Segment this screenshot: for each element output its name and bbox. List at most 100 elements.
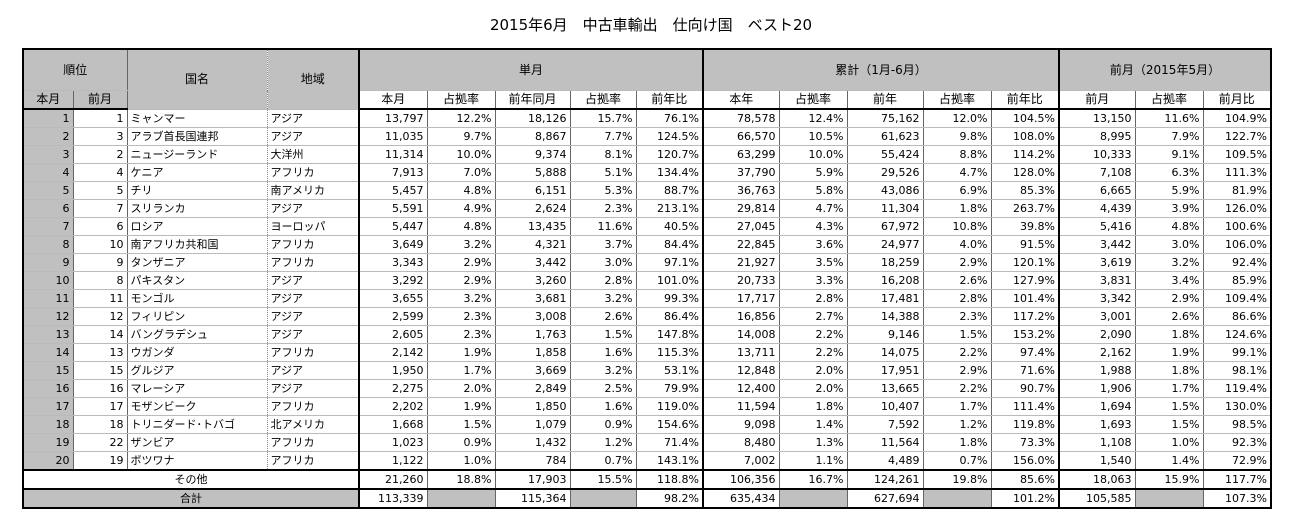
yoy-cell: 115.3% <box>636 343 704 362</box>
table-row: 12 12 フィリピン アジア 2,599 2.3% 3,008 2.6% 86.4% 16,85… <box>22 307 1272 326</box>
table-row: 1 1 ミャンマー アジア 13,797 12.2% 18,126 15.7% 76.1% 78,… <box>22 109 1272 128</box>
cum-prev-year-cell: 7,592 <box>847 415 924 434</box>
month-share-cell: 2.3% <box>426 325 496 344</box>
yoy-cell: 101.0% <box>636 271 704 290</box>
country-cell: モザンビーク <box>127 397 268 416</box>
yoy-cell: 71.4% <box>636 433 704 452</box>
country-cell: ロシア <box>127 217 268 236</box>
prev-month-count-cell: 2,090 <box>1059 325 1136 344</box>
other-pys-cell: 15.5% <box>569 469 637 490</box>
cum-count-cell: 14,008 <box>703 325 780 344</box>
prev-month-count-cell: 13,150 <box>1059 109 1136 128</box>
cum-yoy-cell: 104.5% <box>991 109 1060 128</box>
rank-cell: 10 <box>22 271 74 290</box>
month-count-cell: 2,605 <box>359 325 428 344</box>
total-mom-cell: 107.3% <box>1203 488 1272 509</box>
month-share-cell: 12.2% <box>426 109 496 128</box>
prev-year-count-cell: 784 <box>495 451 571 471</box>
month-count-cell: 3,649 <box>359 235 428 254</box>
cum-prev-year-cell: 18,259 <box>847 253 924 272</box>
cum-prev-year-cell: 11,564 <box>847 433 924 452</box>
table-row: 2 3 アラブ首長国連邦 アジア 11,035 9.7% 8,867 7.7% 124.5% 66… <box>22 127 1272 146</box>
table-row: 19 22 ザンビア アフリカ 1,023 0.9% 1,432 1.2% 71.4% 8,480… <box>22 433 1272 452</box>
other-pms-cell: 15.9% <box>1134 469 1204 490</box>
other-cyoy-cell: 85.6% <box>991 469 1060 490</box>
month-count-cell: 3,655 <box>359 289 428 308</box>
cum-share-cell: 4.3% <box>778 217 848 236</box>
yoy-cell: 119.0% <box>636 397 704 416</box>
country-cell: チリ <box>127 181 268 200</box>
rank-cell: 15 <box>22 361 74 380</box>
mom-cell: 98.1% <box>1203 361 1272 380</box>
mom-cell: 124.6% <box>1203 325 1272 344</box>
prev-year-share-cell: 5.1% <box>569 163 637 182</box>
prev-year-count-cell: 13,435 <box>495 217 571 236</box>
yoy-cell: 99.3% <box>636 289 704 308</box>
other-py-cell: 17,903 <box>495 469 571 490</box>
prev-rank-cell: 7 <box>73 199 128 218</box>
cum-prev-share-cell: 1.7% <box>922 397 992 416</box>
cum-prev-year-cell: 61,623 <box>847 127 924 146</box>
month-share-cell: 1.9% <box>426 343 496 362</box>
other-cs-cell: 16.7% <box>778 469 848 490</box>
cum-count-cell: 12,400 <box>703 379 780 398</box>
country-cell: タンザニア <box>127 253 268 272</box>
cum-count-cell: 7,002 <box>703 451 780 471</box>
cum-yoy-cell: 91.5% <box>991 235 1060 254</box>
month-share-cell: 1.5% <box>426 415 496 434</box>
prev-month-count-cell: 1,540 <box>1059 451 1136 471</box>
other-row: その他 21,260 18.8% 17,903 15.5% 118.8% 106,356 16… <box>22 469 1272 490</box>
month-count-cell: 1,122 <box>359 451 428 471</box>
month-count-cell: 1,668 <box>359 415 428 434</box>
cum-yoy-cell: 111.4% <box>991 397 1060 416</box>
prev-year-count-cell: 18,126 <box>495 109 571 128</box>
table-row: 7 6 ロシア ヨーロッパ 5,447 4.8% 13,435 11.6% 40.5% 27,04… <box>22 217 1272 236</box>
cum-count-cell: 9,098 <box>703 415 780 434</box>
region-cell: アフリカ <box>267 451 360 471</box>
month-count-cell: 5,591 <box>359 199 428 218</box>
month-share-cell: 2.9% <box>426 271 496 290</box>
prev-rank-cell: 14 <box>73 325 128 344</box>
subheader-cell: 本月 <box>359 90 428 110</box>
region-cell: アジア <box>267 271 360 290</box>
yoy-cell: 84.4% <box>636 235 704 254</box>
cum-prev-year-cell: 55,424 <box>847 145 924 164</box>
cum-prev-share-cell: 1.8% <box>922 433 992 452</box>
region-cell: ヨーロッパ <box>267 217 360 236</box>
region-cell: アジア <box>267 127 360 146</box>
region-cell: アフリカ <box>267 253 360 272</box>
country-cell: バングラデシュ <box>127 325 268 344</box>
country-cell: アラブ首長国連邦 <box>127 127 268 146</box>
region-cell: アジア <box>267 361 360 380</box>
cum-count-cell: 66,570 <box>703 127 780 146</box>
prev-month-share-cell: 7.9% <box>1134 127 1204 146</box>
cum-share-cell: 4.7% <box>778 199 848 218</box>
cum-count-cell: 12,848 <box>703 361 780 380</box>
region-cell: アジア <box>267 379 360 398</box>
total-pm-cell: 105,585 <box>1059 488 1136 509</box>
prev-month-share-cell: 5.9% <box>1134 181 1204 200</box>
prev-month-share-cell: 4.8% <box>1134 217 1204 236</box>
cum-prev-share-cell: 4.7% <box>922 163 992 182</box>
country-cell: ニュージーランド <box>127 145 268 164</box>
prev-month-count-cell: 1,693 <box>1059 415 1136 434</box>
table-row: 13 14 バングラデシュ アジア 2,605 2.3% 1,763 1.5% 147.8% 14… <box>22 325 1272 344</box>
prev-month-share-cell: 1.5% <box>1134 415 1204 434</box>
prev-month-count-cell: 6,665 <box>1059 181 1136 200</box>
mom-cell: 126.0% <box>1203 199 1272 218</box>
total-m-cell: 113,339 <box>359 488 428 509</box>
cum-prev-share-cell: 2.6% <box>922 271 992 290</box>
total-py-cell: 115,364 <box>495 488 571 509</box>
table-row: 10 8 パキスタン アジア 3,292 2.9% 3,260 2.8% 101.0% 20,73… <box>22 271 1272 290</box>
month-count-cell: 1,023 <box>359 433 428 452</box>
rank-cell: 19 <box>22 433 74 452</box>
cum-prev-share-cell: 2.9% <box>922 361 992 380</box>
prev-year-count-cell: 3,669 <box>495 361 571 380</box>
cum-prev-share-cell: 10.8% <box>922 217 992 236</box>
mom-cell: 109.5% <box>1203 145 1272 164</box>
yoy-cell: 120.7% <box>636 145 704 164</box>
cum-yoy-cell: 156.0% <box>991 451 1060 471</box>
prev-month-count-cell: 3,342 <box>1059 289 1136 308</box>
subheader-cell: 占拠率 <box>1134 90 1204 110</box>
page-title: 2015年6月 中古車輸出 仕向け国 ベスト20 <box>489 16 813 34</box>
